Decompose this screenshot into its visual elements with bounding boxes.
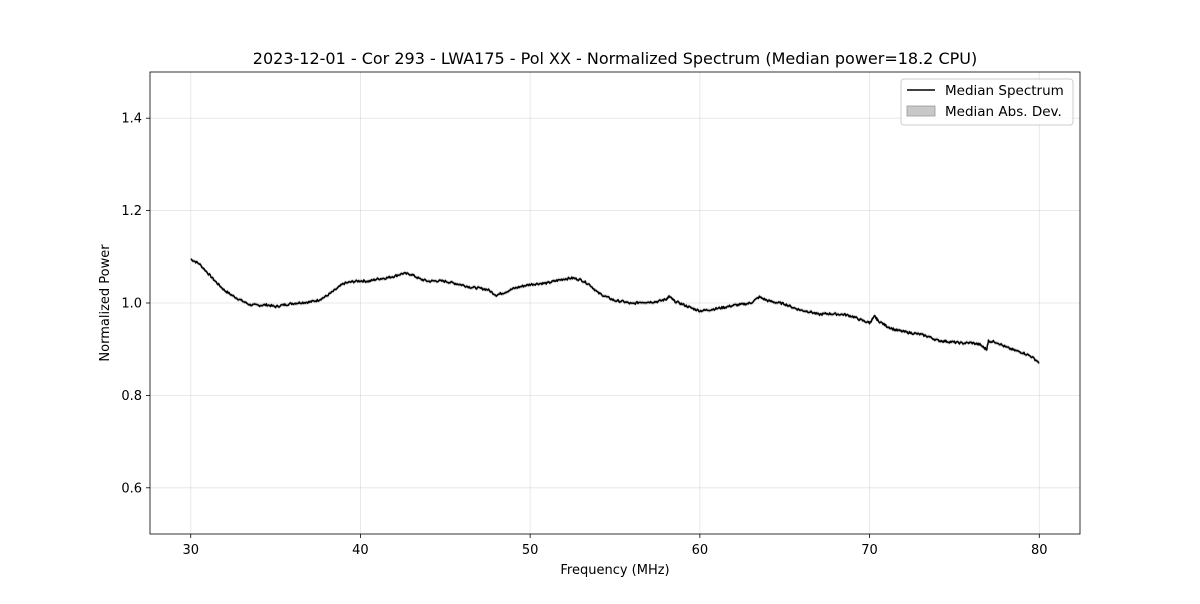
y-tick-label: 1.2 xyxy=(121,204,142,219)
legend: Median Spectrum Median Abs. Dev. xyxy=(900,78,1074,126)
median-spectrum-series xyxy=(190,258,1040,364)
x-tick-label: 60 xyxy=(692,543,709,558)
x-tick-label: 30 xyxy=(182,543,199,558)
x-axis-ticks: 30 40 50 60 70 80 xyxy=(182,534,1048,558)
y-axis-ticks: 0.6 0.8 1.0 1.2 1.4 xyxy=(121,112,150,496)
x-tick-label: 40 xyxy=(352,543,369,558)
y-tick-label: 1.0 xyxy=(121,297,142,312)
mad-band xyxy=(190,257,1040,365)
x-tick-label: 80 xyxy=(1031,543,1048,558)
y-axis-label: Normalized Power xyxy=(98,244,113,362)
legend-box xyxy=(900,78,1074,126)
mad-band-area xyxy=(190,257,1040,365)
legend-band-swatch xyxy=(906,105,936,117)
grid xyxy=(150,72,1080,534)
x-tick-label: 50 xyxy=(522,543,539,558)
y-tick-label: 0.8 xyxy=(121,389,142,404)
legend-label-median-abs-dev: Median Abs. Dev. xyxy=(945,104,1062,120)
y-tick-label: 0.6 xyxy=(121,481,142,496)
chart-title: 2023-12-01 - Cor 293 - LWA175 - Pol XX -… xyxy=(253,49,977,68)
median-spectrum-line xyxy=(190,258,1040,364)
x-axis-label: Frequency (MHz) xyxy=(560,563,669,578)
y-tick-label: 1.4 xyxy=(121,112,142,127)
x-tick-label: 70 xyxy=(861,543,878,558)
legend-label-median-spectrum: Median Spectrum xyxy=(945,83,1064,99)
